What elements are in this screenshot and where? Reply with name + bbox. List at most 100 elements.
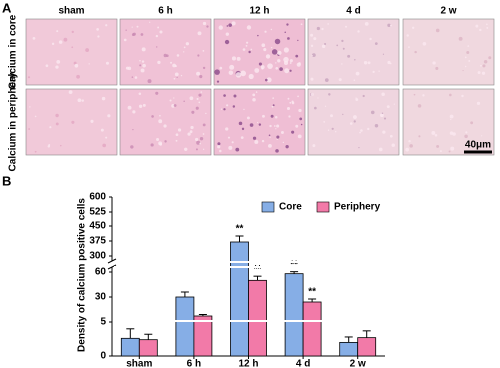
- tissue-spot: [280, 131, 284, 135]
- tissue-spot: [223, 94, 226, 97]
- tissue-spot: [197, 31, 202, 36]
- tissue-spot: [199, 142, 202, 145]
- tissue-spot: [196, 140, 201, 145]
- y-tick-label: 5: [100, 317, 106, 328]
- axis-break-band: [114, 266, 383, 268]
- tissue-spot: [243, 108, 245, 111]
- tissue-spot: [275, 128, 277, 130]
- micrograph: [119, 88, 212, 156]
- tissue-spot: [327, 23, 329, 25]
- tissue-spot: [358, 146, 360, 149]
- tissue-spot: [482, 64, 486, 68]
- tissue-spot: [156, 46, 158, 48]
- axis-break: [107, 258, 117, 264]
- tissue-spot: [450, 146, 455, 151]
- tissue-spot: [283, 56, 289, 63]
- tissue-spot: [323, 120, 326, 123]
- tissue-spot: [58, 40, 63, 44]
- tissue-spot: [464, 56, 467, 59]
- y-tick-label: 450: [89, 221, 106, 232]
- tissue-spot: [231, 56, 237, 61]
- tissue-spot: [200, 91, 203, 93]
- tissue-spot: [81, 99, 84, 102]
- tissue-spot: [362, 94, 365, 98]
- bar: [248, 279, 267, 357]
- legend-swatch: [316, 201, 330, 213]
- tissue-spot: [245, 44, 248, 47]
- tissue-spot: [255, 91, 258, 93]
- tissue-spot: [470, 121, 474, 125]
- tissue-spot: [417, 104, 422, 108]
- tissue-spot: [270, 114, 274, 118]
- tissue-spot: [310, 92, 314, 96]
- tissue-spot: [195, 106, 199, 110]
- tissue-spot: [248, 50, 251, 54]
- tissue-spot: [300, 123, 303, 126]
- tissue-spot: [102, 143, 107, 148]
- tissue-spot: [391, 143, 396, 147]
- tissue-spot: [248, 73, 254, 80]
- significance: **: [236, 224, 244, 235]
- x-tick-label: 4 d: [296, 359, 310, 368]
- tissue-spot: [476, 101, 481, 106]
- tissue-spot: [413, 93, 416, 96]
- tissue-spot: [257, 121, 259, 124]
- tissue-spot: [140, 68, 145, 73]
- x-tick-label: 12 h: [238, 359, 258, 368]
- panel-label: B: [2, 173, 11, 188]
- tissue-spot: [382, 53, 385, 55]
- bar: [193, 315, 213, 357]
- tissue-spot: [275, 62, 277, 64]
- tissue-spot: [276, 138, 278, 141]
- tissue-spot: [448, 150, 451, 153]
- tissue-spot: [174, 72, 179, 77]
- tissue-spot: [240, 136, 244, 139]
- scale-bar-label: 40μm: [465, 140, 491, 151]
- tissue-spot: [344, 25, 348, 28]
- micrograph: [307, 88, 400, 156]
- tissue-spot: [166, 54, 169, 58]
- tissue-spot: [461, 94, 464, 98]
- tissue-spot: [317, 97, 319, 99]
- tissue-spot: [264, 30, 267, 33]
- tissue-spot: [321, 44, 326, 49]
- tissue-spot: [347, 54, 351, 58]
- tissue-spot: [175, 139, 178, 142]
- tissue-spot: [291, 130, 295, 134]
- tissue-spot: [285, 145, 289, 149]
- tissue-spot: [378, 147, 383, 152]
- tissue-spot: [382, 130, 386, 134]
- tissue-spot: [288, 115, 291, 118]
- tissue-spot: [349, 122, 353, 125]
- tissue-spot: [29, 106, 31, 108]
- tissue-spot: [196, 71, 201, 76]
- tissue-spot: [164, 140, 167, 143]
- tissue-spot: [357, 30, 360, 33]
- tissue-spot: [475, 24, 479, 28]
- tissue-spot: [131, 76, 134, 78]
- tissue-spot: [372, 70, 375, 74]
- tissue-spot: [261, 43, 266, 48]
- tissue-spot: [387, 23, 391, 27]
- tissue-spot: [311, 54, 313, 57]
- tissue-spot: [236, 56, 241, 61]
- column-label: 6 h: [158, 6, 172, 17]
- significance: **: [308, 287, 316, 298]
- tissue-spot: [480, 64, 482, 67]
- tissue-spot: [435, 28, 440, 33]
- tissue-spot: [405, 147, 410, 152]
- tissue-spot: [183, 51, 185, 53]
- tissue-spot: [223, 108, 226, 111]
- tissue-spot: [297, 95, 299, 98]
- column-label: 4 d: [346, 6, 360, 17]
- tissue-spot: [49, 126, 52, 129]
- tissue-spot: [268, 134, 271, 137]
- tissue-spot: [184, 147, 188, 152]
- tissue-spot: [467, 45, 470, 47]
- tissue-spot: [378, 70, 380, 72]
- y-tick-label: 30: [95, 292, 107, 303]
- tissue-spot: [465, 131, 468, 134]
- tissue-spot: [269, 124, 272, 128]
- tissue-spot: [195, 148, 198, 151]
- tissue-spot: [287, 97, 290, 100]
